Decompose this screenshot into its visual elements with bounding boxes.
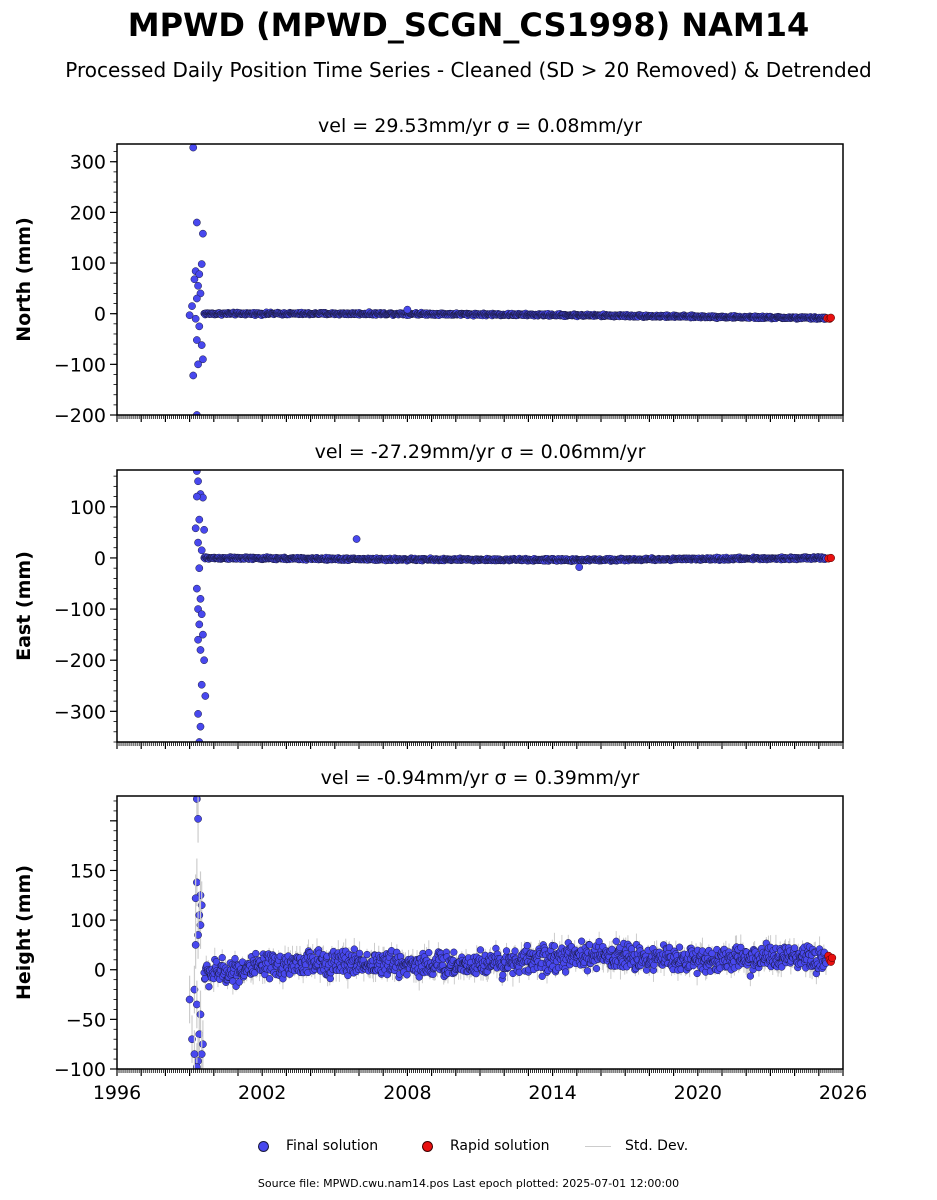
chart-subtitle: Processed Daily Position Time Series - C… [65,58,872,82]
final-solution-point [196,646,205,654]
final-solution-point [197,680,206,689]
final-solution-point [194,281,202,290]
plot-frame-north [116,143,844,416]
final-solution-point [196,722,205,731]
y-tick-label: 0 [94,548,106,570]
data-points-north [185,144,835,415]
y-tick-label: 100 [70,253,106,275]
data-points-east [191,470,835,742]
y-tick-label: 200 [70,202,106,224]
final-solution-point [193,492,201,501]
final-solution-point [199,355,207,364]
y-tick-label: 300 [70,152,106,174]
y-tick-label: −100 [54,599,106,621]
final-solution-point [190,275,199,284]
final-solution-point [193,584,201,593]
chart-title: MPWD (MPWD_SCGN_CS1998) NAM14 [127,6,810,44]
final-solution-point [575,563,584,571]
y-tick-label: −200 [54,650,106,672]
final-solution-point [197,610,206,619]
panel-east: −300 −200 −100 0 100 vel = -27.29mm/yr σ = 0.… [13,441,844,749]
final-solution-point [195,322,204,331]
y-tick-label: −200 [54,405,106,427]
final-solution-point [196,594,205,603]
final-solution-point [194,477,202,486]
final-solution-point [193,470,201,475]
final-solution-point [199,630,207,639]
final-solution-point [194,360,202,369]
final-solution-point [197,546,206,555]
final-solution-point [200,525,208,534]
panel-north: −200 −100 0 100 200 300 vel = 29.53mm/yr σ = 0… [13,115,844,427]
final-solution-point [201,692,210,700]
rapid-solution-point [826,553,835,562]
final-solution-point [403,305,412,314]
final-solution-point [191,524,200,533]
final-solution-point [193,218,201,227]
final-solution-point [195,564,204,573]
final-solution-point [193,294,201,303]
final-solution-point [194,635,202,644]
final-solution-point [185,311,194,320]
final-solution-point [194,538,202,547]
final-solution-point [189,371,198,380]
y-axis-label-east: East (mm) [13,551,35,661]
final-solution-point [195,620,204,629]
plot-frame-east [116,469,844,743]
rapid-solution-point [826,313,835,322]
y-tick-label: 100 [70,497,106,519]
data-points-height [185,796,837,1069]
y-tick-label: 0 [94,304,106,326]
y-tick-label: −100 [54,354,106,376]
final-solution-point [199,229,207,238]
panel-title-east: vel = -27.29mm/yr σ = 0.06mm/yr [315,441,646,463]
final-solution-point [195,270,204,279]
y-axis-label-north: North (mm) [13,217,35,342]
y-tick-label: −300 [54,701,106,723]
final-solution-point [191,314,200,323]
final-solution-point [193,336,201,344]
final-solution-point [195,738,204,742]
final-solution-point [352,535,361,543]
final-solution-point [194,710,202,718]
final-solution-point [188,302,196,310]
final-solution-point [197,341,206,349]
panel-title-north: vel = 29.53mm/yr σ = 0.08mm/yr [318,115,642,137]
final-solution-point [197,260,206,268]
final-solution-point [200,656,208,665]
final-solution-point [195,515,204,524]
final-solution-point [189,144,198,152]
